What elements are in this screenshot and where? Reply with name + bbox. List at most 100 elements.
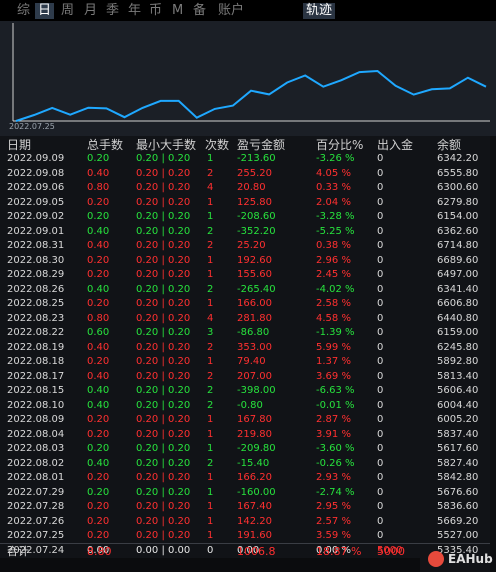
cell-io: 0 (377, 240, 384, 251)
table-row: 2022.08.26 0.40 0.20 | 0.20 2 -265.40 -4.02 %… (0, 283, 496, 298)
cell-pct: 4.58 % (316, 312, 351, 324)
cell-date: 2022.08.17 (7, 370, 65, 382)
cell-date: 2022.08.10 (7, 399, 65, 411)
cell-date: 2022.08.29 (7, 269, 65, 280)
cell-cnt: 2 (207, 167, 214, 179)
cell-bal: 6245.80 (437, 341, 479, 353)
cell-pct: 2.45 % (316, 269, 351, 280)
cell-mm: 0.20 | 0.20 (136, 240, 191, 251)
status-strip (0, 558, 420, 572)
cell-io: 0 (377, 356, 384, 367)
cell-pct: -3.60 % (316, 443, 355, 454)
cell-mm: 0.20 | 0.20 (136, 182, 191, 193)
cell-date: 2022.07.24 (7, 544, 65, 556)
cell-date: 2022.08.25 (7, 298, 65, 309)
tab-account[interactable]: 账户 (218, 3, 245, 18)
cell-mm: 0.20 | 0.20 (136, 356, 191, 367)
cell-pct: 2.93 % (316, 472, 351, 483)
cell-bal: 6555.80 (437, 167, 479, 179)
cell-mm: 0.20 | 0.20 (136, 341, 191, 353)
cell-date: 2022.07.25 (7, 530, 65, 541)
table-row: 2022.08.09 0.20 0.20 | 0.20 1 167.80 2.87 % 0 6… (0, 413, 496, 428)
cell-lots: 0.40 (87, 225, 110, 237)
cell-bal: 6300.60 (437, 182, 479, 193)
cell-cnt: 1 (207, 196, 214, 208)
cell-bal: 5606.40 (437, 385, 479, 396)
cell-cnt: 1 (207, 501, 214, 512)
cell-lots: 0.20 (87, 486, 110, 498)
header-percent: 百分比% (316, 138, 364, 152)
header-count: 次数 (205, 138, 230, 152)
cell-date: 2022.07.26 (7, 515, 65, 527)
cell-lots: 0.40 (87, 240, 110, 251)
cell-bal: 5892.80 (437, 356, 479, 367)
cell-bal: 5669.20 (437, 515, 479, 527)
cell-io: 0 (377, 486, 384, 498)
tab-m[interactable]: M (172, 3, 184, 18)
tab-comprehensive[interactable]: 综 (17, 3, 31, 18)
cell-io: 0 (377, 472, 384, 483)
cell-pl: 167.80 (237, 414, 272, 425)
cell-io: 0 (377, 515, 384, 527)
cell-bal: 6497.00 (437, 269, 479, 280)
cell-pl: -213.60 (237, 153, 276, 164)
cell-lots: 0.20 (87, 443, 110, 454)
tab-currency[interactable]: 币 (149, 3, 163, 18)
cell-pct: -0.01 % (316, 399, 355, 411)
header-deposit-withdraw: 出入金 (377, 138, 414, 152)
cell-lots: 0.20 (87, 501, 110, 512)
cell-bal: 6606.80 (437, 298, 479, 309)
table-row: 2022.08.04 0.20 0.20 | 0.20 1 219.80 3.91 % 0 5… (0, 428, 496, 443)
cell-mm: 0.20 | 0.20 (136, 414, 191, 425)
tab-year[interactable]: 年 (128, 3, 142, 18)
cell-bal: 6341.40 (437, 283, 479, 295)
cell-bal: 6689.60 (437, 254, 479, 266)
cell-pct: -3.28 % (316, 211, 355, 222)
table-row: 2022.08.25 0.20 0.20 | 0.20 1 166.00 2.58 % 0 6… (0, 297, 496, 312)
cell-cnt: 1 (207, 298, 214, 309)
cell-pl: 166.20 (237, 472, 272, 483)
cell-date: 2022.09.05 (7, 196, 65, 208)
cell-date: 2022.08.23 (7, 312, 65, 324)
cell-bal: 6154.00 (437, 211, 479, 222)
cell-pct: 2.87 % (316, 414, 351, 425)
tab-week[interactable]: 周 (61, 3, 75, 18)
cell-io: 0 (377, 385, 384, 396)
table-row: 2022.08.15 0.40 0.20 | 0.20 2 -398.00 -6.63 %… (0, 384, 496, 399)
tab-track[interactable]: 轨迹 (303, 3, 335, 19)
cell-bal: 6005.20 (437, 414, 479, 425)
cell-pl: -15.40 (237, 457, 270, 469)
cell-mm: 0.20 | 0.20 (136, 225, 191, 237)
cell-pct: 2.58 % (316, 298, 351, 309)
cell-pl: -398.00 (237, 385, 276, 396)
table-row: 2022.09.01 0.40 0.20 | 0.20 2 -352.20 -5.25 %… (0, 225, 496, 240)
cell-pct: 3.69 % (316, 370, 351, 382)
header-min-max-lots: 最小大手数 (136, 138, 197, 152)
table-row: 2022.07.29 0.20 0.20 | 0.20 1 -160.00 -2.74 %… (0, 486, 496, 501)
cell-date: 2022.08.02 (7, 457, 65, 469)
cell-cnt: 2 (207, 370, 214, 382)
cell-io: 0 (377, 501, 384, 512)
cell-cnt: 2 (207, 399, 214, 411)
cell-lots: 0.00 (87, 544, 110, 556)
cell-pct: -6.63 % (316, 385, 355, 396)
cell-cnt: 1 (207, 414, 214, 425)
table-row: 2022.07.24 0.00 0.00 | 0.00 0 0.00 0.00 % 5000… (0, 544, 496, 559)
cell-pct: 0.38 % (316, 240, 351, 251)
cell-date: 2022.07.29 (7, 486, 65, 498)
cell-lots: 0.40 (87, 370, 110, 382)
header-date: 日期 (7, 138, 32, 152)
table-row: 2022.09.06 0.80 0.20 | 0.20 4 20.80 0.33 % 0 63… (0, 181, 496, 196)
cell-lots: 0.20 (87, 356, 110, 367)
tab-day[interactable]: 日 (35, 3, 55, 19)
cell-bal: 6279.80 (437, 196, 479, 208)
cell-mm: 0.20 | 0.20 (136, 486, 191, 498)
total-percent: 18.87 % (316, 545, 362, 558)
tab-quarter[interactable]: 季 (106, 3, 120, 18)
cell-pct: 3.59 % (316, 530, 351, 541)
tab-backup[interactable]: 备 (193, 3, 207, 18)
tab-month[interactable]: 月 (84, 3, 98, 18)
cell-pl: 0.00 (237, 544, 260, 556)
cell-lots: 0.40 (87, 167, 110, 179)
cell-mm: 0.00 | 0.00 (136, 544, 191, 556)
